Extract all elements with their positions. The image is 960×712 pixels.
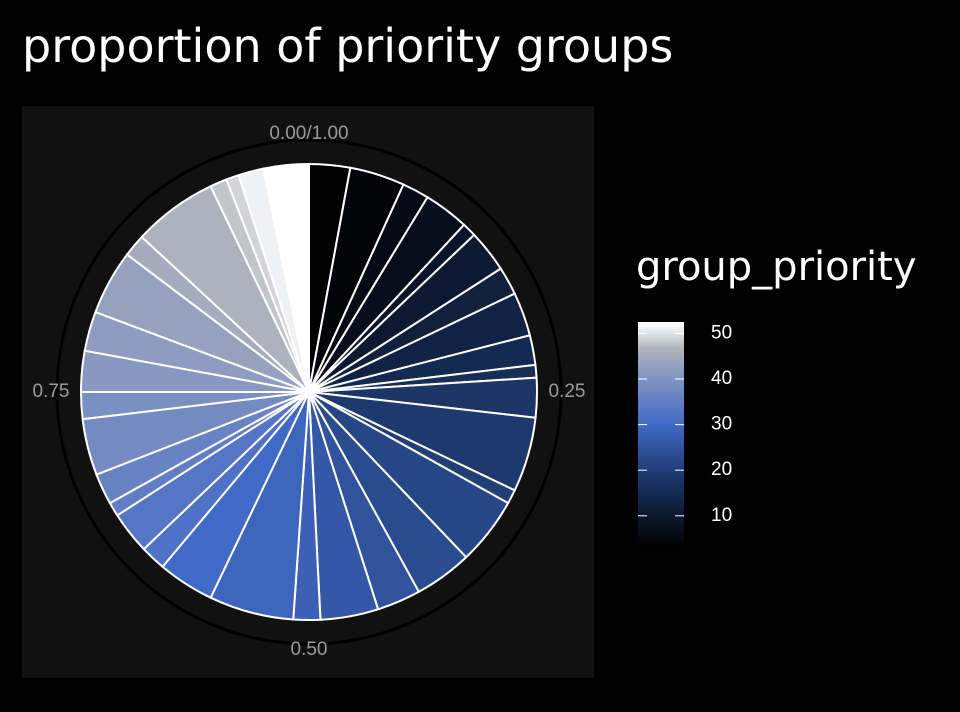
chart-title: proportion of priority groups — [22, 19, 673, 73]
colorbar-tick-label: 10 — [711, 505, 732, 526]
colorbar-tick-label: 40 — [711, 368, 732, 389]
theta-tick-label: 0.50 — [291, 639, 328, 660]
theta-tick-label: 0.75 — [33, 381, 70, 402]
colorbar — [638, 322, 684, 550]
theta-tick-label: 0.00/1.00 — [269, 123, 348, 144]
theta-tick-label: 0.25 — [549, 381, 586, 402]
colorbar-tick-label: 20 — [711, 459, 732, 480]
colorbar-tick-label: 50 — [711, 322, 732, 343]
colorbar-tick-label: 30 — [711, 414, 732, 435]
legend-title: group_priority — [636, 244, 917, 290]
axis-ring — [55, 138, 563, 646]
pie-slice — [262, 162, 310, 393]
